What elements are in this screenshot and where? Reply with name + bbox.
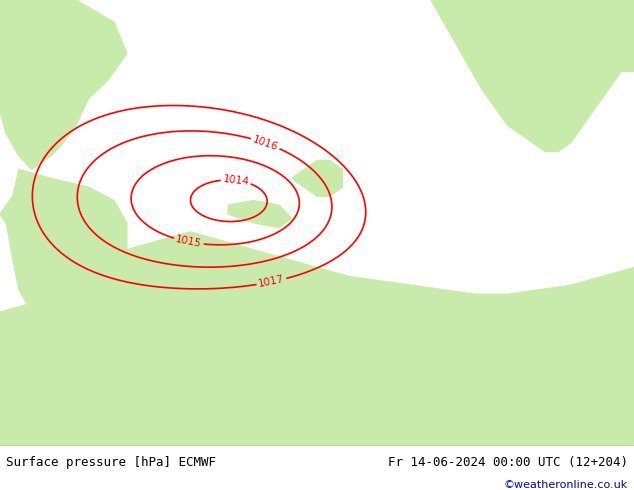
Polygon shape bbox=[431, 0, 634, 151]
Text: ©weatheronline.co.uk: ©weatheronline.co.uk bbox=[503, 480, 628, 490]
Polygon shape bbox=[0, 0, 127, 170]
Polygon shape bbox=[228, 201, 292, 227]
Text: 1017: 1017 bbox=[257, 274, 285, 290]
Polygon shape bbox=[0, 232, 634, 446]
Polygon shape bbox=[0, 196, 63, 259]
Polygon shape bbox=[6, 170, 127, 321]
Text: 1015: 1015 bbox=[175, 234, 203, 249]
Text: Surface pressure [hPa] ECMWF: Surface pressure [hPa] ECMWF bbox=[6, 456, 216, 469]
Polygon shape bbox=[292, 161, 342, 196]
Text: Fr 14-06-2024 00:00 UTC (12+204): Fr 14-06-2024 00:00 UTC (12+204) bbox=[387, 456, 628, 469]
Polygon shape bbox=[431, 0, 634, 72]
Text: 1014: 1014 bbox=[223, 174, 250, 187]
Text: 1016: 1016 bbox=[251, 134, 280, 152]
